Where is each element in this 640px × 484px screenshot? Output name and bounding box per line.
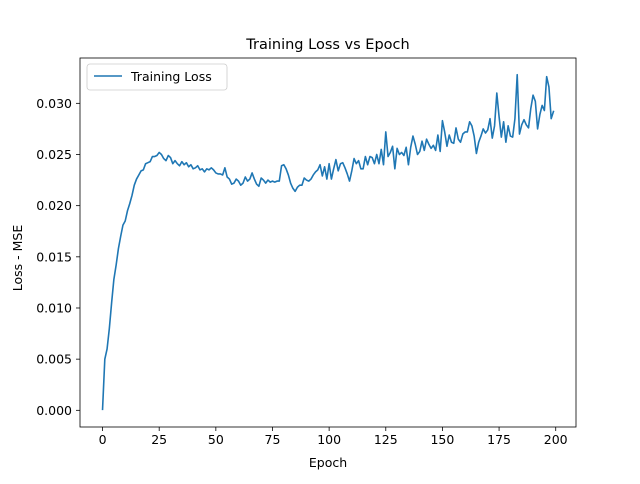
x-tick-label: 75: [265, 432, 281, 447]
legend: Training Loss: [86, 63, 228, 91]
y-tick-label: 0.020: [36, 198, 72, 213]
legend-box: [86, 63, 228, 91]
x-tick-label: 25: [151, 432, 167, 447]
series-line-training-loss: [101, 73, 555, 411]
x-tick-label: 0: [99, 432, 107, 447]
y-tick-label: 0.015: [36, 249, 72, 264]
x-tick-label: 50: [208, 432, 224, 447]
x-tick-label: 125: [374, 432, 398, 447]
y-tick-label: 0.030: [36, 96, 72, 111]
x-axis-ticks: 0 25 50 75 100 125 150 175 200: [99, 427, 568, 447]
y-axis-label: Loss - MSE: [10, 225, 25, 292]
x-tick-label: 200: [544, 432, 568, 447]
y-tick-label: 0.010: [36, 300, 72, 315]
chart-title: Training Loss vs Epoch: [245, 37, 409, 53]
series-layer: [101, 73, 555, 411]
y-axis-ticks: 0.000 0.005 0.010 0.015 0.020 0.025 0.030: [36, 96, 80, 418]
y-tick-label: 0.025: [36, 147, 72, 162]
x-tick-label: 100: [317, 432, 341, 447]
x-tick-label: 175: [487, 432, 511, 447]
x-axis-label: Epoch: [309, 455, 347, 470]
legend-label: Training Loss: [130, 69, 212, 84]
axes-frame: [79, 57, 577, 428]
y-tick-label: 0.000: [36, 403, 72, 418]
x-tick-label: 150: [430, 432, 454, 447]
y-tick-label: 0.005: [36, 352, 72, 367]
